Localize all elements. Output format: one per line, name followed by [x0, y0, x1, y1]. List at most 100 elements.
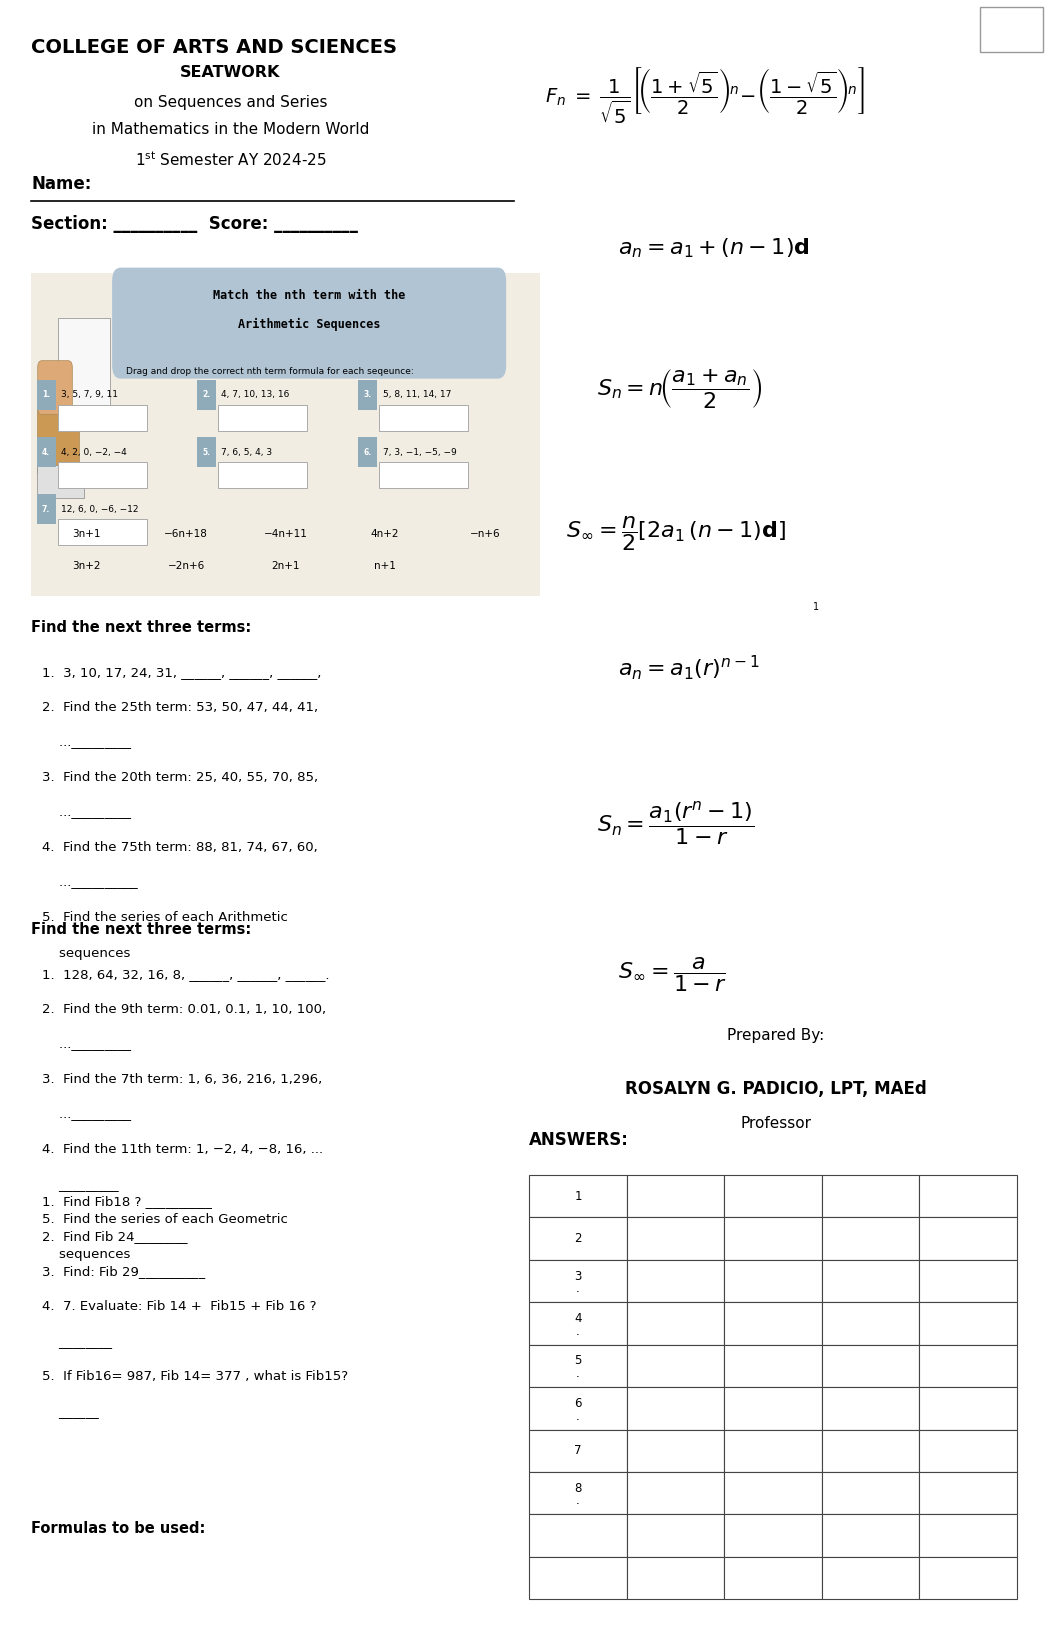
- Text: $S_{\infty} = \dfrac{n}{2}[2a_1\,(n-1)\mathbf{d}]$: $S_{\infty} = \dfrac{n}{2}[2a_1\,(n-1)\m…: [566, 514, 786, 553]
- Text: −2n+6: −2n+6: [168, 561, 204, 571]
- Text: 1.  3, 10, 17, 24, 31, ______, ______, ______,: 1. 3, 10, 17, 24, 31, ______, ______, __…: [42, 666, 322, 679]
- Bar: [822, 1345, 919, 1387]
- Text: 6.: 6.: [364, 447, 372, 457]
- Text: ROSALYN G. PADICIO, LPT, MAEd: ROSALYN G. PADICIO, LPT, MAEd: [625, 1080, 926, 1098]
- Text: $_1$: $_1$: [812, 599, 820, 614]
- Text: 1$^{\mathrm{st}}$ Semester AY 2024-25: 1$^{\mathrm{st}}$ Semester AY 2024-25: [135, 150, 326, 168]
- Text: 5.: 5.: [202, 447, 211, 457]
- Bar: [919, 1345, 1017, 1387]
- Text: 6: 6: [574, 1397, 582, 1410]
- Text: $S_{\infty} = \dfrac{a}{1-r}$: $S_{\infty} = \dfrac{a}{1-r}$: [618, 955, 727, 994]
- Text: −4n+11: −4n+11: [264, 529, 307, 539]
- Text: 2.  Find Fib 24________: 2. Find Fib 24________: [42, 1231, 188, 1242]
- Text: .: .: [576, 1368, 580, 1381]
- Bar: [724, 1472, 822, 1514]
- Bar: [627, 1345, 724, 1387]
- Text: sequences: sequences: [42, 1248, 130, 1262]
- Text: 5, 8, 11, 14, 17: 5, 8, 11, 14, 17: [383, 390, 451, 400]
- Bar: [822, 1260, 919, 1302]
- Text: 3.  Find the 20th term: 25, 40, 55, 70, 85,: 3. Find the 20th term: 25, 40, 55, 70, 8…: [42, 770, 318, 783]
- Text: 3, 5, 7, 9, 11: 3, 5, 7, 9, 11: [61, 390, 117, 400]
- Bar: [919, 1557, 1017, 1599]
- Text: Drag and drop the correct nth term formula for each seqeunce:: Drag and drop the correct nth term formu…: [126, 367, 414, 377]
- Text: Professor: Professor: [740, 1116, 811, 1131]
- Text: .: .: [576, 1325, 580, 1338]
- Text: Match the nth term with the: Match the nth term with the: [213, 289, 406, 302]
- Text: ...__________: ...__________: [42, 876, 137, 889]
- Bar: [919, 1302, 1017, 1345]
- Bar: [529, 1387, 627, 1430]
- Text: 1.  Find Fib18 ? __________: 1. Find Fib18 ? __________: [42, 1195, 212, 1208]
- Text: 4: 4: [574, 1312, 582, 1325]
- Text: 5.  If Fib16= 987, Fib 14= 377 , what is Fib15?: 5. If Fib16= 987, Fib 14= 377 , what is …: [42, 1369, 348, 1382]
- Bar: [197, 437, 216, 467]
- Text: 5.  Find the series of each Arithmetic: 5. Find the series of each Arithmetic: [42, 911, 288, 924]
- Bar: [627, 1557, 724, 1599]
- Text: Find the next three terms:: Find the next three terms:: [31, 922, 252, 937]
- Text: 7: 7: [574, 1444, 582, 1457]
- Text: _________: _________: [42, 1178, 118, 1191]
- Bar: [379, 405, 468, 431]
- Bar: [822, 1557, 919, 1599]
- Bar: [724, 1387, 822, 1430]
- Text: Arithmetic Sequences: Arithmetic Sequences: [238, 318, 380, 331]
- Text: COLLEGE OF ARTS AND SCIENCES: COLLEGE OF ARTS AND SCIENCES: [31, 38, 397, 57]
- Text: $a_n = a_1 + (n-1)\mathbf{d}$: $a_n = a_1 + (n-1)\mathbf{d}$: [618, 237, 810, 259]
- Text: 3.  Find: Fib 29__________: 3. Find: Fib 29__________: [42, 1265, 205, 1278]
- Text: Find the next three terms:: Find the next three terms:: [31, 620, 252, 635]
- Text: $S_n = n\!\left(\dfrac{a_1+a_n}{2}\right)$: $S_n = n\!\left(\dfrac{a_1+a_n}{2}\right…: [597, 367, 762, 411]
- Text: on Sequences and Series: on Sequences and Series: [134, 95, 327, 109]
- Text: 5.  Find the series of each Geometric: 5. Find the series of each Geometric: [42, 1214, 288, 1226]
- Text: in Mathematics in the Modern World: in Mathematics in the Modern World: [92, 122, 369, 137]
- Bar: [919, 1514, 1017, 1557]
- Bar: [379, 462, 468, 488]
- Text: Prepared By:: Prepared By:: [727, 1028, 824, 1043]
- Bar: [724, 1217, 822, 1260]
- Bar: [627, 1514, 724, 1557]
- Bar: [37, 465, 84, 498]
- Bar: [529, 1514, 627, 1557]
- Bar: [529, 1345, 627, 1387]
- Text: 3.: 3.: [364, 390, 372, 400]
- Text: 3n+2: 3n+2: [72, 561, 101, 571]
- Text: $F_n \;=\; \dfrac{1}{\sqrt{5}}\left[\!\left(\dfrac{1+\sqrt{5}}{2}\right)^{\!n}\!: $F_n \;=\; \dfrac{1}{\sqrt{5}}\left[\!\l…: [545, 65, 865, 126]
- Text: 2.  Find the 9th term: 0.01, 0.1, 1, 10, 100,: 2. Find the 9th term: 0.01, 0.1, 1, 10, …: [42, 1002, 326, 1015]
- Bar: [627, 1387, 724, 1430]
- Text: ______: ______: [42, 1405, 99, 1418]
- Text: Name:: Name:: [31, 175, 92, 193]
- Text: ..._________: ..._________: [42, 1108, 131, 1121]
- Bar: [724, 1302, 822, 1345]
- Bar: [822, 1514, 919, 1557]
- Bar: [358, 437, 377, 467]
- Text: ..._________: ..._________: [42, 1038, 131, 1051]
- Bar: [627, 1302, 724, 1345]
- Text: sequences: sequences: [42, 947, 130, 960]
- Text: ..._________: ..._________: [42, 806, 131, 819]
- Bar: [58, 318, 110, 416]
- Bar: [919, 1217, 1017, 1260]
- Text: 5: 5: [574, 1355, 582, 1368]
- Bar: [822, 1430, 919, 1472]
- Text: 4, 7, 10, 13, 16: 4, 7, 10, 13, 16: [221, 390, 289, 400]
- Text: 3: 3: [574, 1270, 582, 1283]
- Bar: [529, 1472, 627, 1514]
- Bar: [529, 1260, 627, 1302]
- Text: 3.  Find the 7th term: 1, 6, 36, 216, 1,296,: 3. Find the 7th term: 1, 6, 36, 216, 1,2…: [42, 1074, 322, 1085]
- Text: ________: ________: [42, 1335, 112, 1348]
- Bar: [724, 1345, 822, 1387]
- Bar: [358, 380, 377, 410]
- Text: .: .: [576, 1410, 580, 1423]
- Text: 4, 2, 0, −2, −4: 4, 2, 0, −2, −4: [61, 447, 127, 457]
- Text: Section: __________  Score: __________: Section: __________ Score: __________: [31, 215, 358, 233]
- Text: $a_n = a_1(r)^{n-1}$: $a_n = a_1(r)^{n-1}$: [618, 653, 760, 682]
- Text: −6n+18: −6n+18: [165, 529, 208, 539]
- Bar: [529, 1557, 627, 1599]
- Text: ANSWERS:: ANSWERS:: [529, 1131, 629, 1149]
- Text: 1.  128, 64, 32, 16, 8, ______, ______, ______.: 1. 128, 64, 32, 16, 8, ______, ______, _…: [42, 968, 329, 981]
- Bar: [58, 462, 147, 488]
- Text: 2n+1: 2n+1: [271, 561, 300, 571]
- Bar: [58, 519, 147, 545]
- Bar: [529, 1430, 627, 1472]
- Text: 2.: 2.: [202, 390, 211, 400]
- Bar: [529, 1302, 627, 1345]
